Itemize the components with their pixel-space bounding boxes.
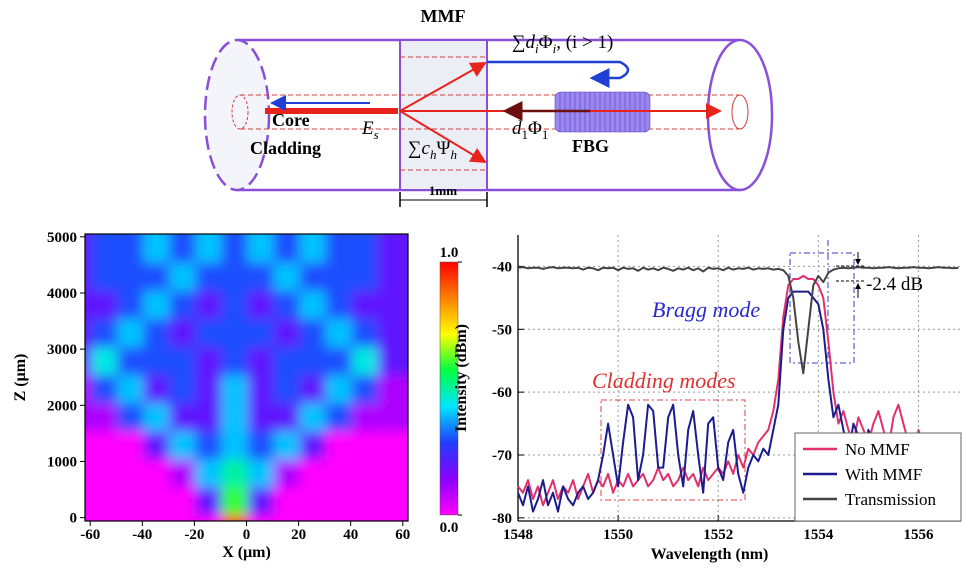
x-tick-label: 40 (343, 527, 358, 543)
series-line (517, 266, 959, 375)
legend-label: No MMF (845, 440, 910, 459)
y-axis-label: Z (μm) (12, 354, 29, 402)
mmf-section (399, 39, 488, 191)
symbol: d (512, 118, 522, 139)
fiber-diagram: MMF Core Cladding FBG 1mm Es ∑chΨh ∑diΦi… (203, 6, 774, 207)
colorbar-tick-label: 0.0 (440, 520, 459, 536)
y-tick-label: 1000 (47, 454, 77, 470)
length-label: 1mm (429, 183, 457, 198)
x-axis-label: X (μm) (222, 544, 271, 561)
x-tick-label: 1550 (603, 527, 633, 543)
y-tick-label: 0 (70, 511, 78, 527)
colorbar-tick-label: 1.0 (440, 245, 459, 261)
x-tick-label: -20 (184, 527, 204, 543)
mmf-label: MMF (421, 6, 466, 26)
symbol: Φ (528, 118, 542, 139)
x-tick-label: 60 (395, 527, 410, 543)
y-tick-label: 2000 (47, 398, 77, 414)
subscript: s (374, 127, 379, 142)
symbol: c (422, 138, 431, 159)
subscript: 1 (522, 127, 529, 142)
subscript: 1 (542, 127, 549, 142)
sum-c-label: ∑chΨh (408, 138, 457, 162)
d1-label: d1Φ1 (512, 118, 548, 142)
subscript: i (553, 41, 557, 56)
symbol: , (i > 1) (556, 32, 613, 53)
y-tick-label: -70 (492, 448, 512, 464)
legend-label: Transmission (845, 490, 937, 509)
es-label: Es (361, 118, 379, 142)
x-tick-label: 20 (291, 527, 306, 543)
symbol: ∑ (408, 138, 422, 159)
subscript: h (451, 147, 458, 162)
x-tick-label: -60 (80, 527, 100, 543)
fiber-end (706, 38, 774, 192)
x-axis-label: Wavelength (nm) (651, 546, 769, 563)
core-label: Core (272, 110, 310, 130)
annotation: Bragg mode (652, 297, 760, 322)
y-tick-label: 4000 (47, 286, 77, 302)
annotation: -2.4 dB (866, 274, 923, 295)
subscript: h (430, 147, 437, 162)
heat-cell (377, 234, 408, 263)
cladding-beam (487, 60, 630, 88)
x-tick-label: 1554 (803, 527, 834, 543)
symbol: Φ (539, 32, 553, 53)
symbol: E (361, 118, 374, 139)
x-tick-label: 1548 (503, 527, 533, 543)
heatmap-cells (85, 234, 408, 521)
cladding-label: Cladding (250, 138, 321, 158)
x-tick-label: 0 (243, 527, 251, 543)
y-tick-label: -40 (492, 259, 512, 275)
y-tick-label: -80 (492, 511, 512, 527)
symbol: d (526, 32, 536, 53)
annotation: Cladding modes (592, 368, 736, 393)
subscript: i (535, 41, 539, 56)
fiber-end (203, 38, 271, 192)
y-axis-label: Intensity (dBm) (453, 324, 470, 432)
y-tick-label: 3000 (47, 342, 77, 358)
y-tick-label: -60 (492, 385, 512, 401)
legend-label: With MMF (845, 465, 922, 484)
mode-beam (399, 110, 487, 164)
x-tick-label: 1556 (903, 527, 934, 543)
x-tick-label: 1552 (703, 527, 733, 543)
mode-beam (399, 62, 487, 112)
y-tick-label: -50 (492, 322, 512, 338)
y-tick-label: 5000 (47, 230, 77, 246)
heatmap (85, 234, 408, 521)
sum-d-label: ∑diΦi, (i > 1) (512, 32, 613, 56)
fbg-label: FBG (572, 136, 609, 156)
x-tick-label: -40 (132, 527, 152, 543)
cladding-box (600, 399, 746, 501)
legend-box (794, 432, 962, 522)
bragg-box (789, 252, 855, 364)
symbol: Ψ (436, 138, 450, 159)
colorbar (439, 261, 459, 516)
symbol: ∑ (512, 32, 526, 53)
